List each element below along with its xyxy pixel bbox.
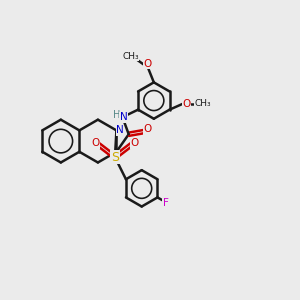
- Text: O: O: [144, 58, 152, 69]
- Text: CH₃: CH₃: [122, 52, 139, 61]
- Text: F: F: [163, 198, 169, 208]
- Text: O: O: [143, 124, 152, 134]
- Text: N: N: [120, 112, 128, 122]
- Text: CH₃: CH₃: [195, 99, 211, 108]
- Text: O: O: [182, 99, 191, 109]
- Text: O: O: [91, 138, 99, 148]
- Text: O: O: [131, 138, 139, 148]
- Text: S: S: [111, 151, 119, 164]
- Text: N: N: [116, 125, 124, 135]
- Text: H: H: [113, 110, 121, 120]
